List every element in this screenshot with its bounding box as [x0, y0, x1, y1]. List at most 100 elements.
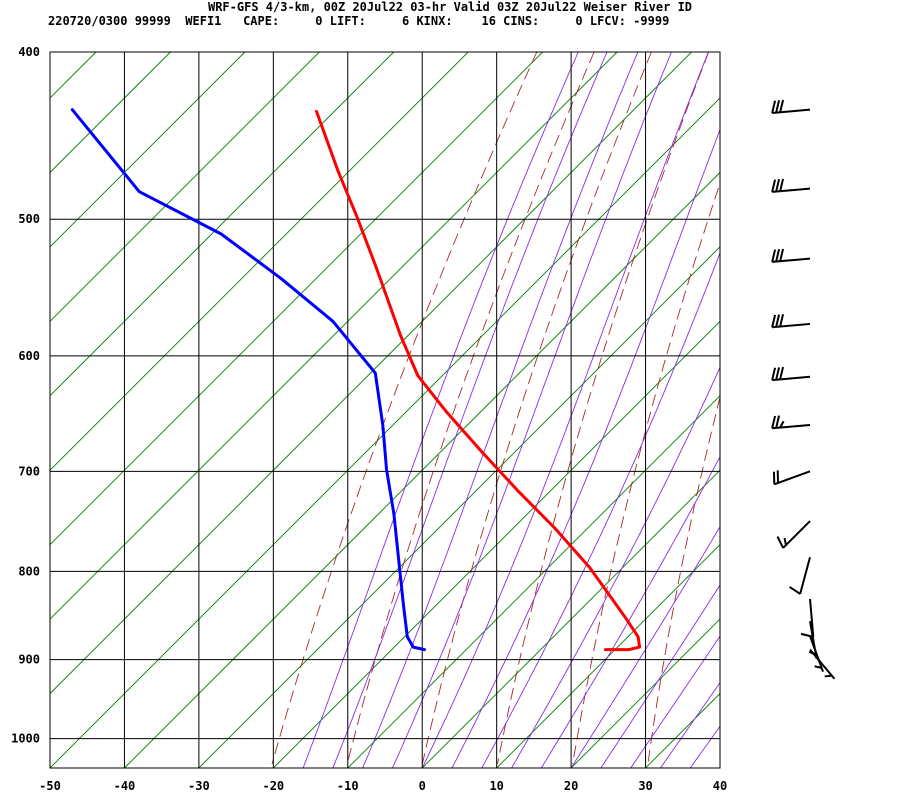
- isotherm-line: [50, 52, 469, 471]
- wind-barb-shaft: [809, 648, 836, 680]
- isotherm-line: [645, 692, 720, 768]
- wind-barb-shaft: [772, 187, 811, 193]
- isotherm-line: [570, 618, 720, 768]
- x-tick-label: 30: [638, 779, 652, 793]
- isotherm-line: [421, 469, 720, 768]
- wind-barb-shaft: [809, 598, 815, 637]
- moist-adiabat-line: [362, 52, 639, 768]
- wind-barb-flag: [771, 179, 777, 193]
- wind-barb-flag: [779, 314, 785, 327]
- wind-barb-flag: [771, 100, 777, 114]
- moist-adiabat-line: [600, 584, 720, 768]
- x-tick-label: -40: [114, 779, 136, 793]
- moist-adiabat-line: [332, 52, 608, 768]
- isotherm-line: [50, 97, 720, 768]
- wind-barb-flag: [779, 248, 785, 262]
- dry-adiabat-line: [798, 52, 900, 764]
- wind-barb-flag: [775, 100, 781, 113]
- pressure-tick-label: 500: [18, 212, 40, 226]
- dry-adiabat-line: [421, 52, 652, 765]
- moist-adiabat-line: [451, 128, 720, 768]
- pressure-tick-label: 700: [18, 464, 40, 478]
- isotherm-line: [198, 246, 720, 768]
- wind-barb-flag: [771, 415, 777, 429]
- wind-barb-shaft: [772, 108, 811, 114]
- temperature-profile-line: [315, 109, 642, 652]
- moist-adiabat-line: [540, 455, 720, 768]
- isotherm-line: [124, 171, 720, 768]
- x-tick-label: -10: [337, 779, 359, 793]
- isotherm-line: [347, 395, 720, 768]
- dry-adiabat-line: [647, 395, 720, 765]
- wind-barb-flag: [789, 586, 801, 595]
- isotherm-line: [719, 767, 720, 768]
- moist-adiabat-line: [421, 52, 709, 768]
- moist-adiabat-lines: [302, 52, 720, 768]
- wind-barb-shaft: [772, 423, 811, 430]
- isotherm-line: [50, 52, 320, 322]
- wind-barb-flag: [771, 249, 777, 263]
- wind-barb-flag: [771, 314, 777, 328]
- x-tick-label: 10: [489, 779, 503, 793]
- wind-barb-flag: [824, 674, 832, 678]
- pressure-tick-label: 1000: [11, 732, 40, 746]
- sounding-indices: 220720/0300 99999 WEFI1 CAPE: 0 LIFT: 6 …: [48, 14, 670, 28]
- moist-adiabat-line: [302, 52, 579, 768]
- x-tick-label: 20: [564, 779, 578, 793]
- wind-barb-flag: [783, 537, 787, 546]
- moist-adiabat-line: [391, 52, 672, 768]
- pressure-tick-label: 900: [18, 653, 40, 667]
- wind-barb-shaft: [772, 257, 811, 263]
- wind-barb-flag: [776, 536, 785, 549]
- wind-barbs: [771, 99, 836, 680]
- axis-tick-labels: -50 -40 -30 -20 -10 0 10 20 30 40 400 500 600 700 800 9…: [11, 45, 727, 793]
- wind-barb-flag: [771, 367, 777, 381]
- dry-adiabat-lines: [271, 52, 900, 765]
- isotherm-line: [50, 52, 97, 99]
- isotherm-line: [50, 52, 246, 248]
- plot-frame: [49, 51, 721, 769]
- grid-lines: [49, 51, 721, 769]
- wind-barb-shaft: [782, 520, 811, 549]
- wind-barb-flag: [779, 178, 785, 192]
- moist-adiabat-line: [630, 635, 720, 768]
- isotherm-line: [50, 52, 171, 174]
- isotherm-line: [50, 52, 543, 546]
- wind-barb-shaft: [773, 470, 811, 486]
- moist-adiabat-line: [570, 525, 720, 768]
- wind-barb-flag: [800, 632, 814, 638]
- dry-adiabat-line: [873, 52, 900, 764]
- pressure-tick-label: 600: [18, 349, 40, 363]
- isotherm-lines: [50, 52, 900, 768]
- chart-title: WRF-GFS 4/3-km, 00Z 20Jul22 03-hr Valid …: [207, 0, 693, 14]
- isotherm-line: [273, 320, 720, 768]
- x-tick-label: 0: [419, 779, 426, 793]
- wind-barb-shaft: [772, 375, 811, 382]
- dry-adiabat-line: [346, 52, 595, 765]
- wind-barb-flag: [779, 366, 785, 380]
- wind-barb-flag: [775, 249, 781, 262]
- wind-barb-shaft: [809, 635, 824, 673]
- wind-barb-flag: [775, 179, 781, 192]
- x-tick-label: -50: [39, 779, 61, 793]
- x-tick-label: -20: [262, 779, 284, 793]
- pressure-tick-label: 400: [18, 45, 40, 59]
- isotherm-line: [50, 52, 395, 397]
- wind-barb-flag: [775, 415, 781, 429]
- wind-barb-flag: [779, 420, 785, 429]
- isotherm-line: [794, 52, 900, 768]
- moist-adiabat-line: [481, 251, 720, 768]
- sounding-profiles: [70, 108, 642, 652]
- wind-barb-flag: [779, 99, 785, 113]
- x-tick-label: -30: [188, 779, 210, 793]
- wind-barb-flag: [775, 314, 781, 328]
- dry-adiabat-line: [271, 52, 538, 765]
- wind-barb-shaft: [772, 322, 811, 329]
- dry-adiabat-line: [723, 52, 881, 764]
- dewpoint-profile-line: [70, 108, 426, 652]
- isotherm-line: [50, 52, 692, 695]
- wind-barb-flag: [814, 665, 822, 669]
- dry-adiabat-line: [572, 181, 720, 765]
- wind-barb-shaft: [799, 556, 811, 595]
